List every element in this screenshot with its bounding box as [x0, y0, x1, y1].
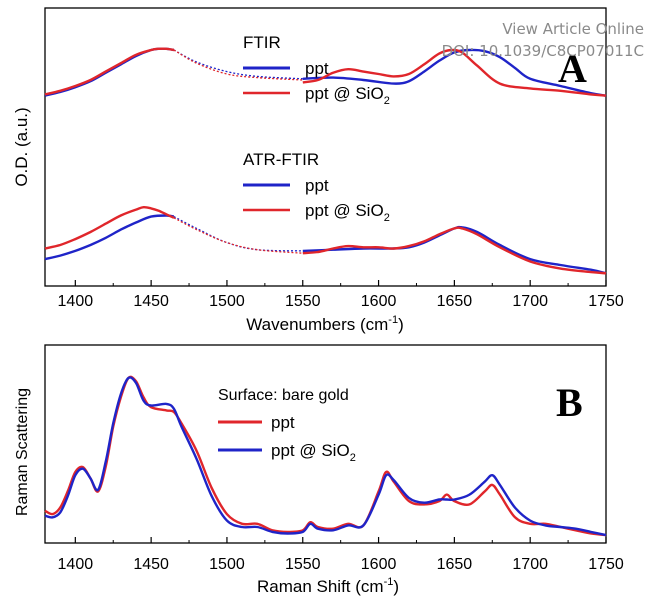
legend-title-ftir: FTIR [243, 33, 281, 52]
x-tick-label: 1700 [512, 293, 548, 310]
x-tick-label: 1700 [512, 556, 548, 573]
x-tick-label: 1600 [361, 556, 397, 573]
article-watermark: View Article Online DOI: 10.1039/C8CP070… [442, 18, 644, 62]
x-tick-label: 1400 [58, 293, 94, 310]
x-tick-label: 1550 [285, 556, 321, 573]
legend-label-ftir-ppt-sio2: ppt @ SiO2 [305, 84, 390, 107]
x-tick-label: 1750 [588, 556, 624, 573]
legend-title-atr: ATR-FTIR [243, 150, 319, 169]
x-tick-label: 1750 [588, 293, 624, 310]
series-line-a-red-dotted [174, 218, 303, 253]
panel-b-label: B [556, 380, 583, 425]
legend-label-atr-ppt-sio2: ppt @ SiO2 [305, 201, 390, 224]
series-line-a-blue [303, 227, 606, 273]
panel-b: 1400 1450 1500 1550 1600 1650 1700 1750 B Raman… [14, 345, 624, 596]
panel-b-y-axis-label: Raman Scattering [14, 388, 31, 516]
panel-a-legend-atr: ATR-FTIR ppt ppt @ SiO2 [243, 150, 390, 224]
x-tick-label: 1550 [285, 293, 321, 310]
panel-a-y-axis-label: O.D. (a.u.) [12, 107, 31, 186]
x-tick-label: 1400 [58, 556, 94, 573]
panel-b-x-axis-label: Raman Shift (cm-1) [257, 576, 399, 596]
series-line-a-red-dotted [174, 50, 303, 80]
legend-label-b-ppt: ppt [271, 413, 295, 432]
panel-a-series [45, 49, 606, 274]
watermark-view-article[interactable]: View Article Online [442, 18, 644, 40]
panel-a-x-ticks: 1400 1450 1500 1550 1600 1650 1700 1750 [58, 280, 624, 310]
legend-label-b-ppt-sio2: ppt @ SiO2 [271, 441, 356, 464]
legend-label-atr-ppt: ppt [305, 176, 329, 195]
x-tick-label: 1600 [361, 293, 397, 310]
x-tick-label: 1450 [133, 556, 169, 573]
x-tick-label: 1500 [209, 293, 245, 310]
x-tick-label: 1500 [209, 556, 245, 573]
legend-title-surface: Surface: bare gold [218, 387, 349, 404]
legend-label-ftir-ppt: ppt [305, 59, 329, 78]
panel-b-legend: Surface: bare gold ppt ppt @ SiO2 [218, 387, 356, 464]
series-line-a-blue-dotted [174, 50, 303, 79]
series-line-a-red [45, 207, 174, 248]
panel-a-x-axis-label: Wavenumbers (cm-1) [246, 314, 403, 334]
x-tick-label: 1650 [437, 556, 473, 573]
x-tick-label: 1650 [437, 293, 473, 310]
series-line-a-blue-dotted [174, 217, 303, 251]
panel-a-legend-ftir: FTIR ppt ppt @ SiO2 [243, 33, 390, 107]
series-line-a-red [303, 228, 606, 274]
x-tick-label: 1450 [133, 293, 169, 310]
watermark-doi: DOI: 10.1039/C8CP07011C [442, 40, 644, 62]
